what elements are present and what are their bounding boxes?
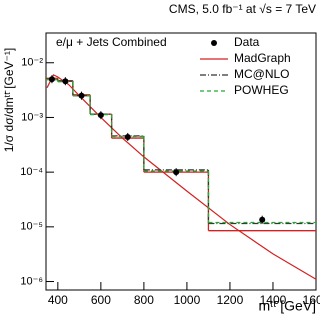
data-point [173, 169, 180, 176]
data-point [48, 76, 55, 83]
x-tick-label: 1600 [303, 293, 320, 307]
legend-label: POWHEG [234, 83, 289, 97]
legend-marker [211, 40, 217, 46]
data-point [78, 92, 85, 99]
chart-title: CMS, 5.0 fb⁻¹ at √s = 7 TeV [169, 2, 316, 16]
x-tick-label: 1000 [174, 293, 201, 307]
x-axis-label: mᵗᵗ̄ [GeV] [259, 298, 317, 314]
y-tick-label: 10⁻³ [21, 111, 43, 123]
y-tick-label: 10⁻⁶ [20, 275, 43, 287]
y-tick-label: 10⁻⁵ [20, 221, 43, 233]
legend-label: MC@NLO [234, 67, 290, 81]
x-tick-label: 1400 [260, 293, 287, 307]
model-curve [46, 74, 317, 280]
x-tick-label: 800 [134, 293, 154, 307]
x-tick-label: 600 [91, 293, 111, 307]
legend-label: Data [234, 35, 260, 49]
data-point [259, 216, 266, 223]
data-point [124, 133, 131, 140]
x-tick-label: 400 [48, 293, 68, 307]
x-tick-label: 1200 [217, 293, 244, 307]
annotation: e/μ + Jets Combined [56, 35, 167, 49]
y-tick-label: 10⁻⁴ [20, 166, 43, 178]
y-tick-label: 10⁻² [21, 57, 43, 69]
data-point [62, 78, 69, 85]
legend-label: MadGraph [234, 51, 291, 65]
y-axis-label: 1/σ dσ/dmᵗᵗ̄ [GeV⁻¹] [2, 48, 16, 152]
data-point [97, 112, 104, 119]
plot-frame [45, 32, 317, 291]
